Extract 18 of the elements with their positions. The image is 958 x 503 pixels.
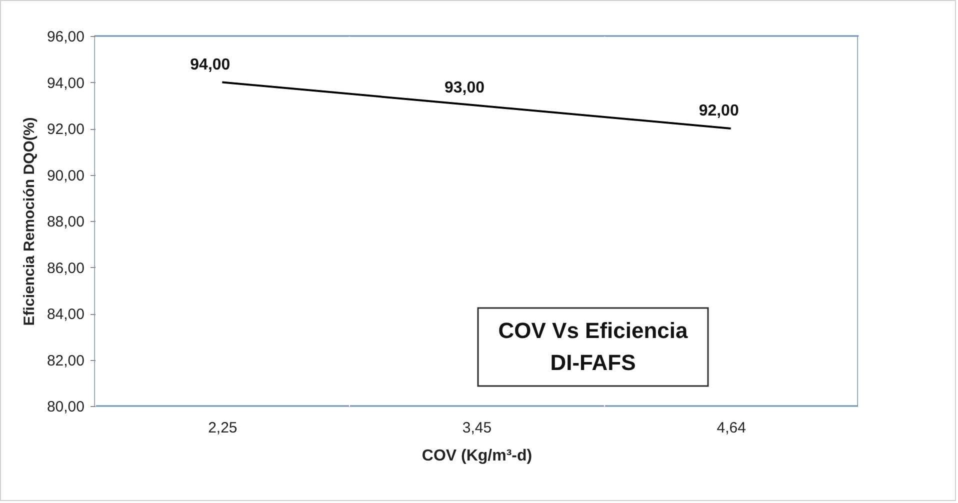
y-tick-label: 92,00 bbox=[46, 121, 84, 138]
y-tick-label: 96,00 bbox=[46, 28, 84, 46]
x-axis-title: COV (Kg/m³-d) bbox=[422, 448, 532, 464]
y-tick-label: 88,00 bbox=[46, 214, 84, 230]
data-label: 92,00 bbox=[698, 102, 739, 120]
x-tick-label: 2,25 bbox=[208, 420, 238, 436]
text: COV Vs Eficiencia DI-FAFS bbox=[498, 318, 689, 375]
y-tick-label: 86,00 bbox=[46, 260, 84, 277]
data-label: 93,00 bbox=[444, 79, 485, 96]
data-label: 94,00 bbox=[190, 56, 230, 74]
y-tick-label: 82,00 bbox=[46, 352, 84, 370]
y-axis-title: Eficiencia Remoción DQO(%) bbox=[20, 117, 38, 326]
y-tick-label: 84,00 bbox=[46, 306, 84, 323]
y-tick-label: 80,00 bbox=[46, 398, 84, 416]
y-tick-label: 90,00 bbox=[46, 167, 84, 184]
y-tick-label: 94,00 bbox=[46, 74, 84, 92]
x-tick-label: 3,45 bbox=[462, 420, 492, 436]
x-tick-label: 4,64 bbox=[716, 420, 746, 436]
